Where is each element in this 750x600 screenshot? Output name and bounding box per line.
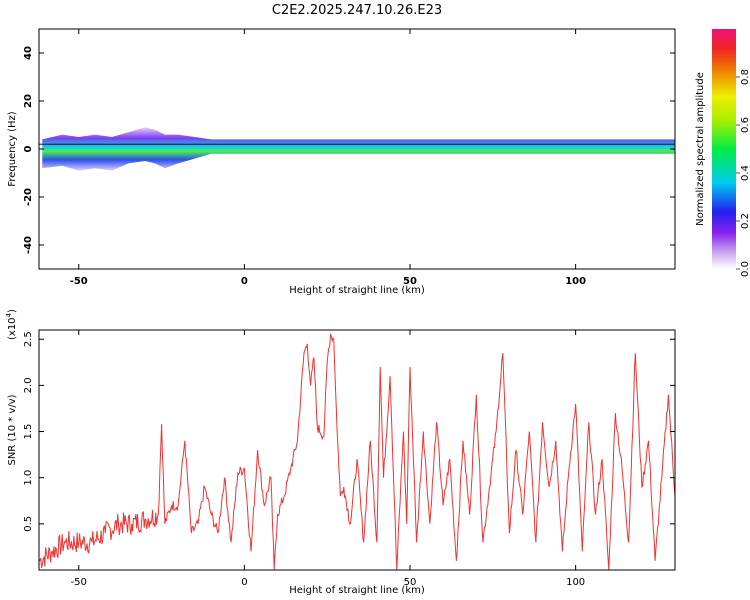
snr-x-axis: -50 0 50 100 [71,330,585,588]
snr-plot-area [39,330,675,570]
colorbar: 0.0 0.2 0.4 0.6 0.8 Normalized spectral ampl… [695,29,750,277]
snr-frame [38,329,676,571]
colorbar-axis: 0.0 0.2 0.4 0.6 0.8 [736,69,750,277]
spectrogram-x-tick-label: 0 [241,276,248,287]
spectrogram-band [39,127,675,171]
snr-scale-factor: (x104) [5,309,18,340]
colorbar-tick-label: 0.0 [740,261,750,277]
spectrogram-x-tick-label: 100 [565,276,586,287]
spectrogram-panel: -50 0 50 100 -40 -20 0 20 40 Height of straight… [7,28,676,296]
figure-title: C2E2.2025.247.10.26.E23 [272,3,442,18]
snr-scale-exponent: 4 [5,312,13,317]
snr-panel: -50 0 50 100 0.5 1.0 1.5 2.0 2.5 Height of stra… [5,309,676,596]
colorbar-tick-label: 0.6 [740,117,750,133]
spectrogram-y-axis: -40 -20 0 20 40 [23,46,675,254]
spectrogram-y-tick-label: 20 [23,94,34,108]
snr-y-axis: 0.5 1.0 1.5 2.0 2.5 [23,331,675,532]
colorbar-tick-label: 0.8 [740,69,750,85]
colorbar-gradient [712,29,736,269]
snr-scale-base: (x10 [7,317,18,340]
spectrogram-x-axis: -50 0 50 100 [70,29,586,287]
snr-series-line [39,332,675,570]
spectrogram-x-label: Height of straight line (km) [289,285,425,296]
snr-y-tick-label: 1.5 [23,424,34,440]
spectrogram-y-tick-label: -40 [23,236,34,254]
snr-y-tick-label: 2.5 [23,331,34,347]
colorbar-tick-label: 0.4 [740,165,750,181]
spectrogram-y-tick-label: 40 [23,46,34,60]
snr-scale-close: ) [7,309,18,313]
snr-y-tick-label: 1.0 [23,470,34,486]
spectrogram-x-tick-label: -50 [70,276,88,287]
snr-x-tick-label: 0 [241,577,247,588]
colorbar-label: Normalized spectral amplitude [695,72,706,226]
spectrogram-y-label: Frequency (Hz) [7,111,18,187]
colorbar-tick-label: 0.2 [740,213,750,229]
snr-x-tick-label: 50 [404,577,417,588]
snr-scale-label: (x104) [5,309,18,340]
snr-x-tick-label: 100 [566,577,585,588]
snr-y-label: SNR (10 * v/v) [7,394,18,465]
snr-y-tick-label: 0.5 [23,516,34,532]
spectrogram-x-tick-label: 50 [403,276,417,287]
snr-x-tick-label: -50 [71,577,87,588]
snr-y-tick-label: 2.0 [23,377,34,393]
spectrogram-y-tick-label: -20 [23,188,34,206]
snr-x-label: Height of straight line (km) [289,585,425,596]
spectrogram-band-area [42,127,675,171]
spectrogram-y-tick-label: 0 [23,145,34,152]
